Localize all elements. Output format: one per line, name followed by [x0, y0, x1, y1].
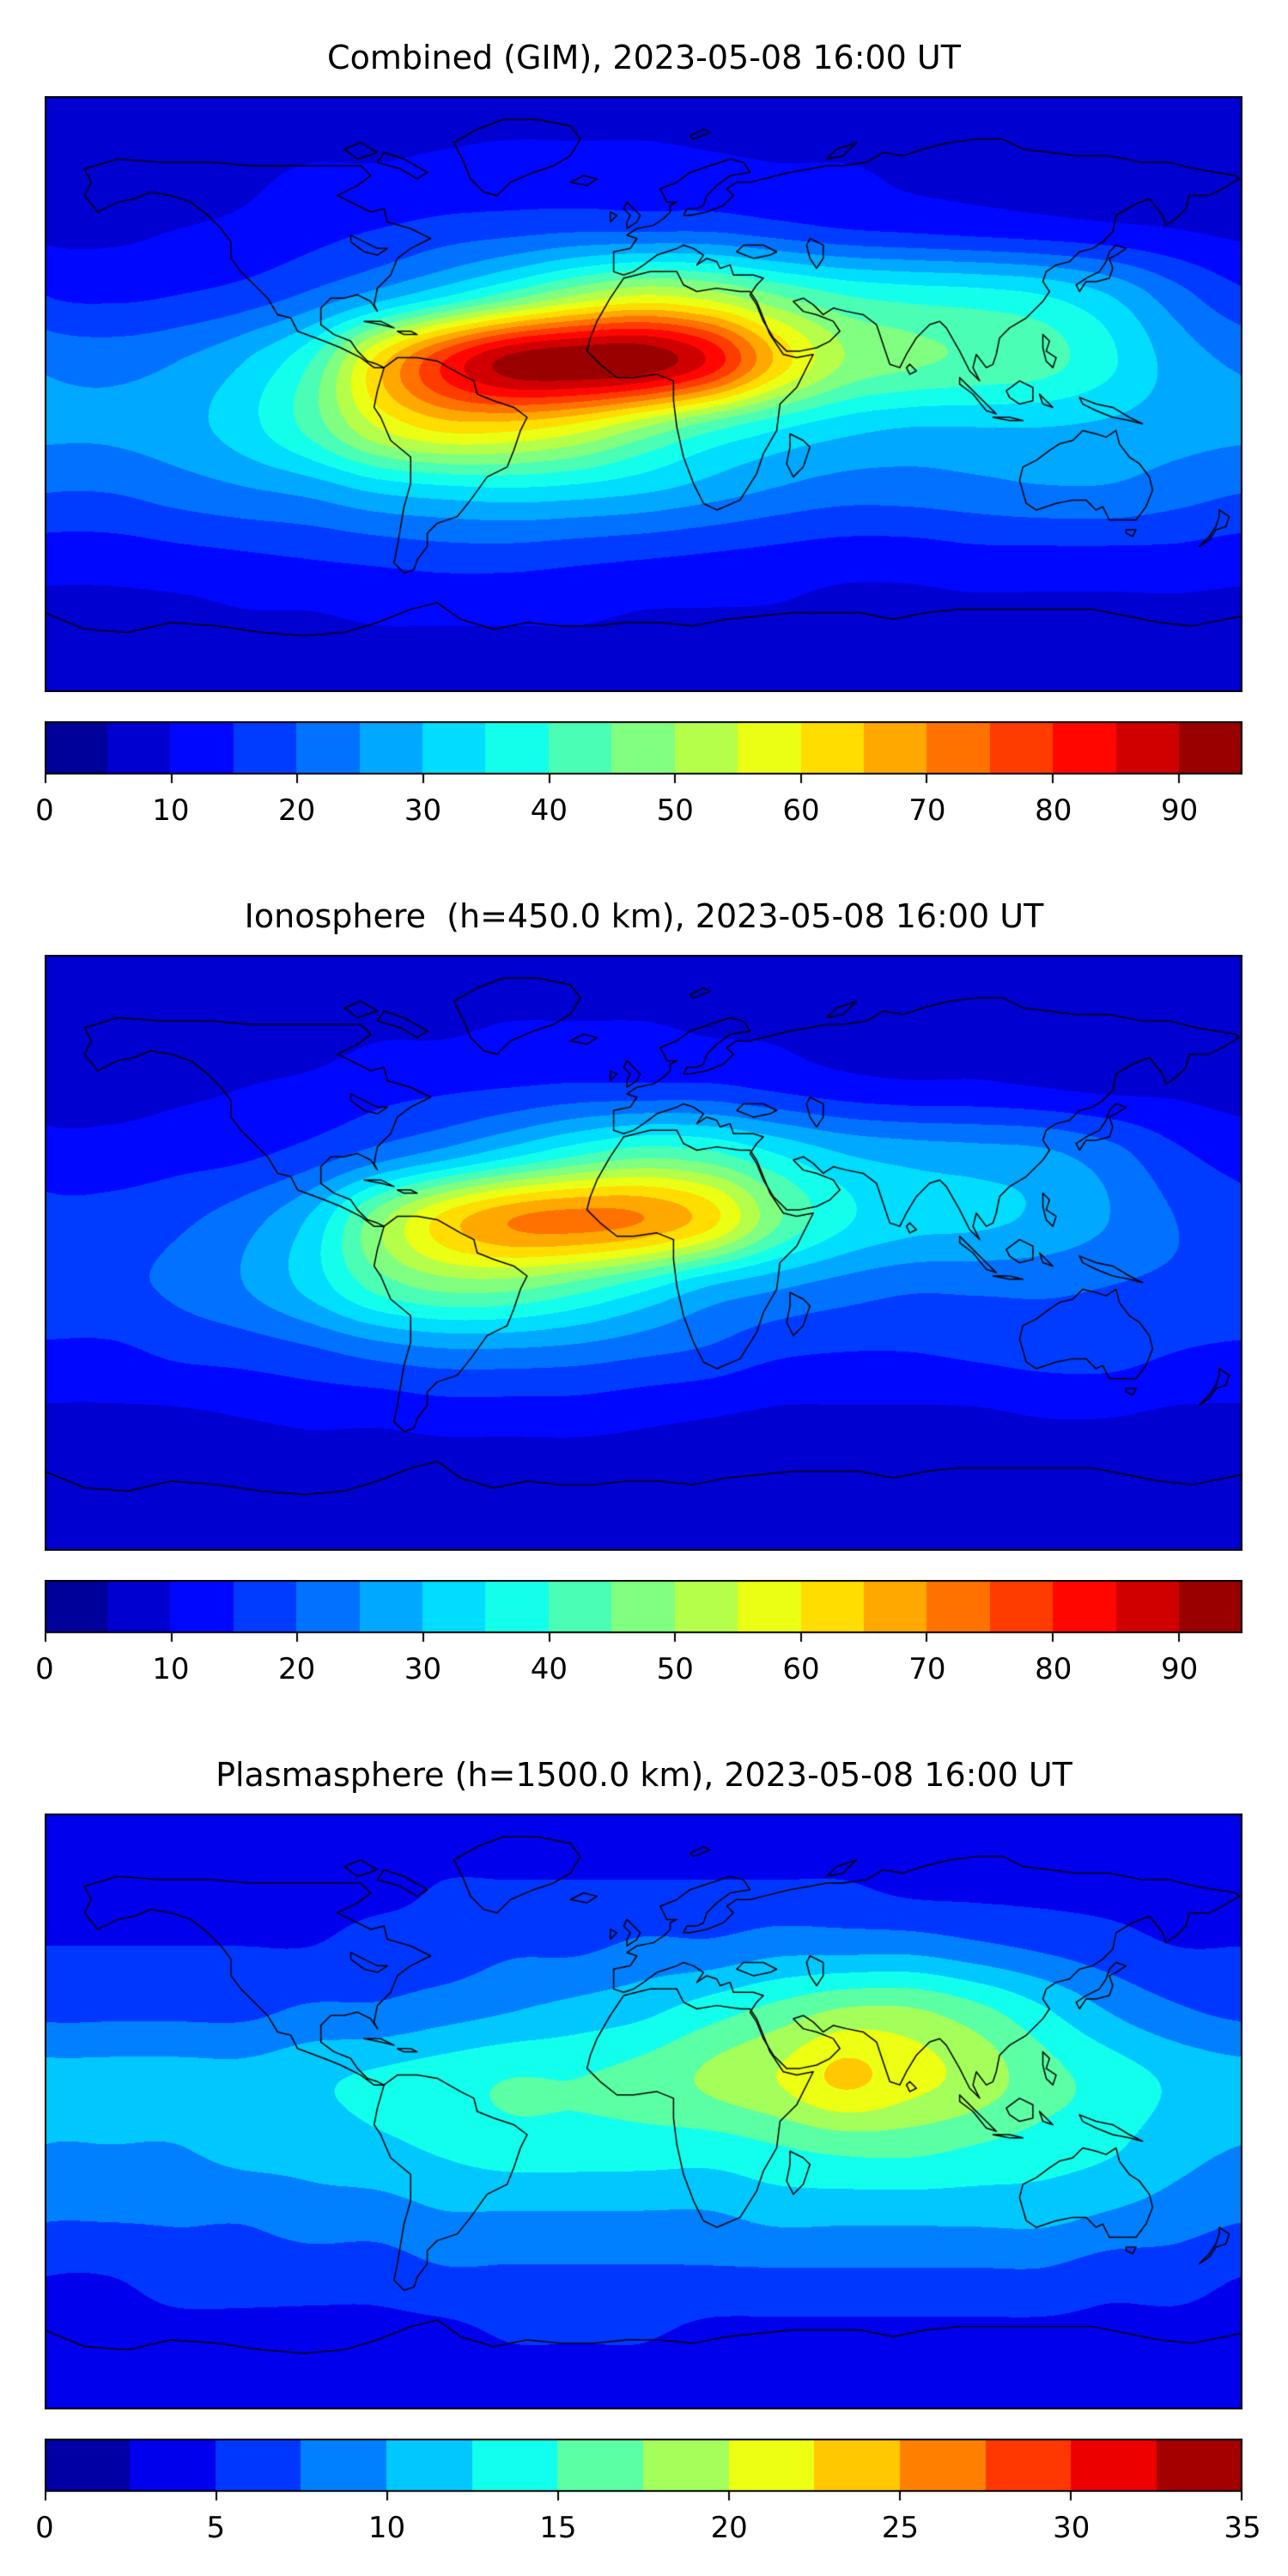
- colorbar-tick-label: 10: [152, 1652, 190, 1686]
- colorbar-tick-label: 35: [1224, 2511, 1261, 2545]
- colorbar-tick-label: 25: [881, 2511, 920, 2545]
- panel-title-combined: Combined (GIM), 2023-05-08 16:00 UT: [327, 39, 961, 76]
- colorbar-tick-label: 20: [710, 2511, 748, 2545]
- colorbar-tick-label: 80: [1035, 1652, 1072, 1686]
- colorbar-tick-label: 10: [152, 793, 190, 828]
- colorbar-tick-label: 20: [278, 793, 316, 828]
- colorbar-tick-label: 60: [782, 793, 820, 828]
- colorbar-tick-label: 40: [530, 1652, 568, 1686]
- colorbar-tick-label: 0: [35, 793, 54, 828]
- panel-plasmasphere: Plasmasphere (h=1500.0 km), 2023-05-08 1…: [0, 1717, 1288, 2576]
- panel-ionosphere: Ionosphere (h=450.0 km), 2023-05-08 16:0…: [0, 859, 1288, 1717]
- colorbar-combined: [45, 721, 1242, 787]
- colorbar-tick-label: 50: [656, 793, 694, 828]
- colorbar-tick-label: 40: [530, 793, 568, 828]
- colorbar-tick-label: 60: [782, 1652, 820, 1686]
- panel-title-ionosphere: Ionosphere (h=450.0 km), 2023-05-08 16:0…: [244, 897, 1044, 935]
- colorbar-ticks-plasmasphere: 0 5 10 15 20 25 30 35: [0, 2511, 1288, 2549]
- colorbar-tick-label: 70: [908, 1652, 946, 1686]
- colorbar-ticks-combined: 0 10 20 30 40 50 60 70 80 90: [0, 793, 1288, 831]
- colorbar-tick-label: 50: [656, 1652, 694, 1686]
- panel-title-plasmasphere: Plasmasphere (h=1500.0 km), 2023-05-08 1…: [216, 1756, 1072, 1794]
- map-canvas-plasmasphere: [45, 1814, 1242, 2409]
- colorbar-tick-label: 80: [1035, 793, 1072, 828]
- colorbar-tick-label: 0: [35, 2511, 54, 2545]
- panel-combined-gim: Combined (GIM), 2023-05-08 16:00 UT 0 10 2…: [0, 0, 1288, 859]
- colorbar-plasmasphere: [45, 2439, 1242, 2504]
- map-canvas-combined: [45, 96, 1242, 692]
- colorbar-tick-label: 10: [368, 2511, 406, 2545]
- map-canvas-ionosphere: [45, 955, 1242, 1551]
- colorbar-tick-label: 90: [1160, 1652, 1199, 1686]
- colorbar-tick-label: 0: [35, 1652, 54, 1686]
- colorbar-ticks-ionosphere: 0 10 20 30 40 50 60 70 80 90: [0, 1652, 1288, 1690]
- colorbar-ionosphere: [45, 1580, 1242, 1645]
- colorbar-tick-label: 30: [404, 793, 442, 828]
- colorbar-tick-label: 30: [404, 1652, 442, 1686]
- colorbar-tick-label: 15: [539, 2511, 577, 2545]
- colorbar-tick-label: 90: [1160, 793, 1199, 828]
- colorbar-tick-label: 5: [206, 2511, 226, 2545]
- colorbar-tick-label: 30: [1053, 2511, 1091, 2545]
- colorbar-tick-label: 20: [278, 1652, 316, 1686]
- colorbar-tick-label: 70: [908, 793, 946, 828]
